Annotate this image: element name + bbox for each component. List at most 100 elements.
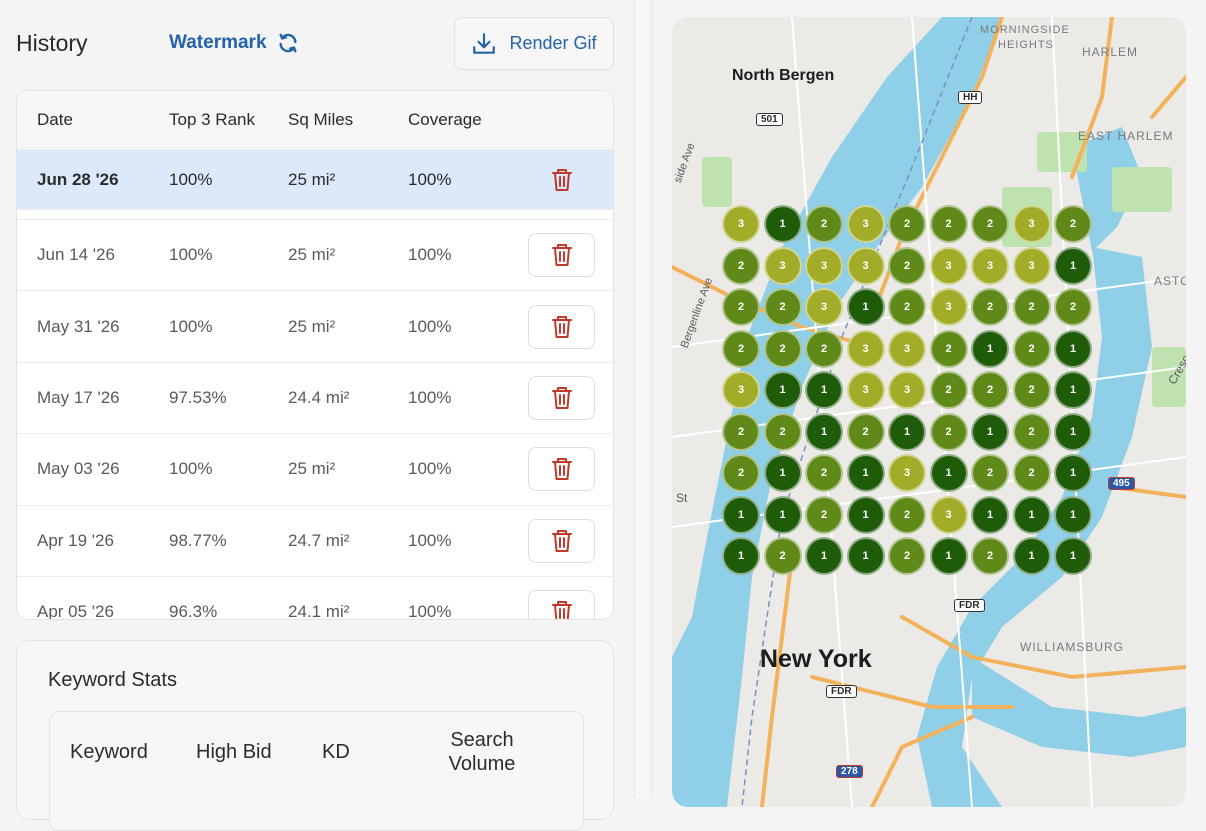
rank-pin[interactable]: 3 xyxy=(722,371,760,409)
rank-pin[interactable]: 2 xyxy=(888,205,926,243)
rank-pin[interactable]: 1 xyxy=(971,495,1009,534)
rank-pin[interactable]: 1 xyxy=(888,412,926,451)
rank-pin[interactable]: 2 xyxy=(722,329,760,368)
rank-pin[interactable]: 1 xyxy=(1012,495,1051,534)
rank-pin[interactable]: 2 xyxy=(1012,371,1051,409)
rank-pin[interactable]: 1 xyxy=(722,537,760,575)
panel-divider[interactable] xyxy=(634,0,652,798)
rank-pin[interactable]: 2 xyxy=(888,288,926,326)
rank-pin[interactable]: 1 xyxy=(763,205,802,243)
rank-pin[interactable]: 2 xyxy=(888,537,926,575)
rank-pin[interactable]: 2 xyxy=(971,371,1009,409)
delete-button[interactable] xyxy=(528,447,595,492)
rank-pin[interactable]: 1 xyxy=(1054,329,1092,368)
rank-pin[interactable]: 1 xyxy=(846,495,885,534)
rank-pin[interactable]: 1 xyxy=(805,537,843,575)
rank-pin[interactable]: 2 xyxy=(763,288,802,326)
column-header-coverage: Coverage xyxy=(408,110,482,129)
rank-pin[interactable]: 2 xyxy=(722,246,760,285)
rank-pin[interactable]: 2 xyxy=(1012,288,1051,326)
rank-pin[interactable]: 2 xyxy=(929,412,968,451)
rank-pin[interactable]: 2 xyxy=(1054,288,1092,326)
history-row[interactable]: May 03 '26 100% 25 mi² 100% xyxy=(17,434,613,506)
rank-pin[interactable]: 1 xyxy=(971,412,1009,451)
rank-pin[interactable]: 1 xyxy=(763,454,802,492)
rank-pin[interactable]: 1 xyxy=(722,495,760,534)
rank-pin[interactable]: 3 xyxy=(888,454,926,492)
rank-pin[interactable]: 3 xyxy=(846,371,885,409)
rank-pin[interactable]: 2 xyxy=(722,412,760,451)
rank-pin[interactable]: 3 xyxy=(1012,246,1051,285)
render-gif-button[interactable]: Render Gif xyxy=(454,17,614,70)
rank-pin[interactable]: 2 xyxy=(971,454,1009,492)
rank-pin[interactable]: 1 xyxy=(929,537,968,575)
rank-pin[interactable]: 2 xyxy=(929,205,968,243)
rank-grid-map[interactable]: North Bergen MORNINGSIDE HEIGHTS HARLEM … xyxy=(672,17,1186,807)
rank-pin[interactable]: 1 xyxy=(1054,537,1092,575)
rank-pin[interactable]: 2 xyxy=(722,454,760,492)
rank-pin[interactable]: 1 xyxy=(763,495,802,534)
rank-pin[interactable]: 1 xyxy=(1054,246,1092,285)
rank-pin[interactable]: 2 xyxy=(722,288,760,326)
rank-pin[interactable]: 2 xyxy=(971,288,1009,326)
rank-pin[interactable]: 3 xyxy=(888,371,926,409)
rank-pin[interactable]: 2 xyxy=(1012,329,1051,368)
rank-pin[interactable]: 2 xyxy=(763,412,802,451)
delete-button[interactable] xyxy=(528,590,595,619)
rank-pin[interactable]: 2 xyxy=(805,454,843,492)
history-row[interactable]: May 31 '26 100% 25 mi² 100% xyxy=(17,291,613,363)
rank-pin[interactable]: 1 xyxy=(1054,454,1092,492)
rank-pin[interactable]: 1 xyxy=(971,329,1009,368)
history-row[interactable]: Jun 28 '26 100% 25 mi² 100% xyxy=(17,150,613,210)
rank-pin[interactable]: 1 xyxy=(805,371,843,409)
watermark-button[interactable]: Watermark xyxy=(169,32,299,54)
rank-pin[interactable]: 3 xyxy=(1012,205,1051,243)
rank-pin[interactable]: 1 xyxy=(846,288,885,326)
rank-pin[interactable]: 1 xyxy=(1054,371,1092,409)
rank-pin[interactable]: 2 xyxy=(763,329,802,368)
rank-pin[interactable]: 3 xyxy=(805,246,843,285)
rank-pin[interactable]: 1 xyxy=(1054,412,1092,451)
rank-pin[interactable]: 1 xyxy=(763,371,802,409)
rank-pin[interactable]: 3 xyxy=(888,329,926,368)
rank-pin[interactable]: 2 xyxy=(805,205,843,243)
rank-pin[interactable]: 2 xyxy=(846,412,885,451)
rank-pin[interactable]: 3 xyxy=(722,205,760,243)
rank-pin[interactable]: 1 xyxy=(1012,537,1051,575)
rank-pin[interactable]: 2 xyxy=(929,329,968,368)
delete-button[interactable] xyxy=(528,375,595,420)
rank-pin[interactable]: 2 xyxy=(888,495,926,534)
rank-pin[interactable]: 2 xyxy=(1012,454,1051,492)
history-row[interactable]: Apr 05 '26 96.3% 24.1 mi² 100% xyxy=(17,576,613,619)
rank-pin[interactable]: 2 xyxy=(971,205,1009,243)
rank-pin[interactable]: 2 xyxy=(971,537,1009,575)
delete-button[interactable] xyxy=(528,158,595,202)
history-row[interactable]: Jun 14 '26 100% 25 mi² 100% xyxy=(17,220,613,292)
rank-pin[interactable]: 2 xyxy=(1012,412,1051,451)
rank-pin[interactable]: 3 xyxy=(763,246,802,285)
rank-pin[interactable]: 2 xyxy=(805,329,843,368)
delete-button[interactable] xyxy=(528,518,595,563)
rank-pin[interactable]: 3 xyxy=(846,205,885,243)
rank-pin[interactable]: 1 xyxy=(929,454,968,492)
rank-pin[interactable]: 1 xyxy=(846,454,885,492)
rank-pin[interactable]: 3 xyxy=(971,246,1009,285)
rank-pin[interactable]: 2 xyxy=(888,246,926,285)
delete-button[interactable] xyxy=(528,304,595,349)
delete-button[interactable] xyxy=(528,233,595,278)
rank-pin[interactable]: 3 xyxy=(929,246,968,285)
rank-pin[interactable]: 1 xyxy=(846,537,885,575)
rank-pin[interactable]: 1 xyxy=(1054,495,1092,534)
rank-pin[interactable]: 3 xyxy=(929,288,968,326)
history-row[interactable]: Apr 19 '26 98.77% 24.7 mi² 100% xyxy=(17,505,613,577)
history-row[interactable]: May 17 '26 97.53% 24.4 mi² 100% xyxy=(17,362,613,435)
rank-pin[interactable]: 3 xyxy=(805,288,843,326)
rank-pin[interactable]: 2 xyxy=(929,371,968,409)
rank-pin[interactable]: 2 xyxy=(1054,205,1092,243)
rank-pin[interactable]: 3 xyxy=(929,495,968,534)
rank-pin[interactable]: 3 xyxy=(846,246,885,285)
rank-pin[interactable]: 1 xyxy=(805,412,843,451)
rank-pin[interactable]: 2 xyxy=(763,537,802,575)
rank-pin[interactable]: 3 xyxy=(846,329,885,368)
rank-pin[interactable]: 2 xyxy=(805,495,843,534)
